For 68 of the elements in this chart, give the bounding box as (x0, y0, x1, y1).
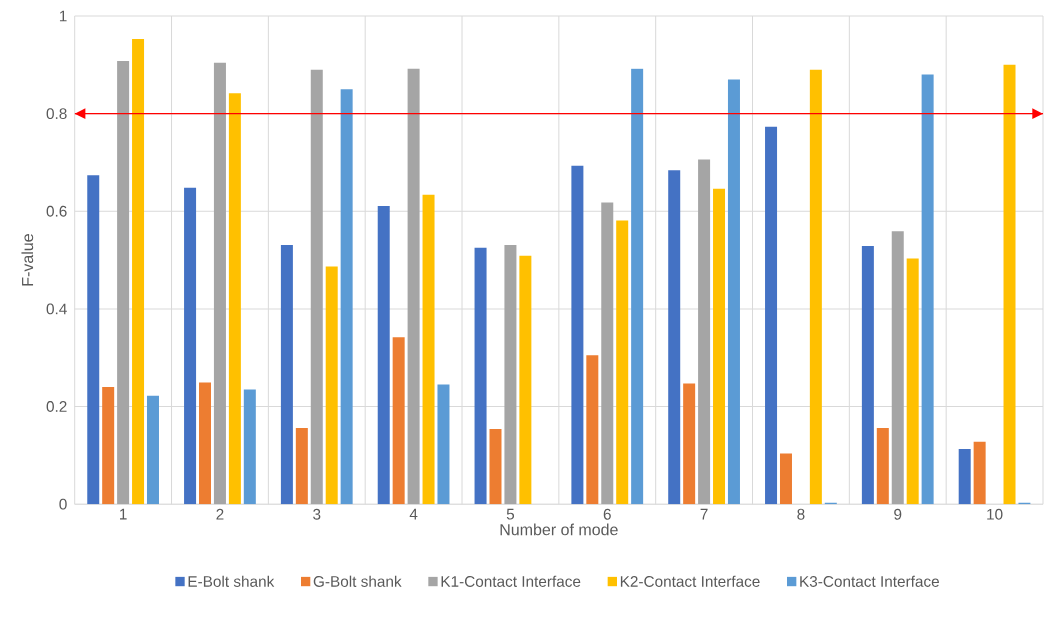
bar (861, 245, 874, 505)
bar (117, 60, 130, 505)
y-tick-label: 0.8 (46, 108, 67, 119)
x-tick-label: 7 (700, 508, 708, 520)
x-tick-label: 5 (506, 508, 515, 520)
bar (377, 205, 390, 505)
y-axis-title: F-value (21, 234, 34, 286)
bar (876, 427, 889, 505)
bar (519, 255, 532, 505)
bar (713, 188, 726, 505)
bar (132, 38, 145, 505)
bar (891, 231, 904, 505)
bar (102, 386, 115, 505)
bar (243, 389, 256, 505)
x-tick-label: 9 (894, 508, 902, 520)
bar (779, 453, 792, 505)
legend-label: K1-Contact Interface (441, 575, 581, 587)
x-tick-label: 4 (409, 508, 418, 520)
bar (422, 194, 435, 505)
bar (698, 159, 711, 505)
bar (146, 395, 159, 505)
x-tick-label: 2 (216, 508, 224, 520)
bar (310, 69, 323, 505)
bar (571, 165, 584, 505)
bar (809, 69, 822, 505)
bar (213, 62, 226, 505)
y-tick-label: 0 (59, 498, 67, 510)
y-tick-label: 0.4 (46, 303, 67, 315)
bar (504, 244, 517, 505)
bar (906, 258, 919, 505)
y-tick-label: 0.2 (46, 401, 67, 412)
bar (407, 68, 420, 505)
x-tick-label: 8 (797, 508, 805, 520)
bar (87, 175, 100, 505)
bar (631, 68, 644, 505)
bar (958, 448, 971, 505)
legend-label: E-Bolt shank (188, 575, 275, 587)
bar (616, 220, 629, 505)
legend-label: K2-Contact Interface (620, 575, 760, 587)
bar (683, 383, 696, 505)
bar (973, 441, 986, 505)
x-tick-label: 6 (603, 508, 611, 520)
x-tick-label: 10 (987, 508, 1003, 520)
x-tick-label: 3 (313, 508, 321, 520)
bar (1003, 64, 1016, 505)
bar (474, 247, 487, 505)
legend-label: G-Bolt shank (313, 575, 402, 587)
bar (199, 382, 212, 505)
bar (765, 126, 778, 505)
bar (668, 170, 681, 505)
bar (392, 337, 405, 505)
bar (325, 266, 338, 505)
bar (601, 202, 614, 505)
x-tick-label: 1 (120, 508, 127, 520)
bar (340, 89, 353, 505)
bar (437, 384, 450, 505)
bar (184, 187, 197, 505)
bar (586, 355, 599, 505)
bar (727, 79, 740, 505)
bar (921, 74, 934, 505)
x-axis-title: Number of mode (500, 523, 618, 536)
bar (489, 428, 502, 505)
bar (228, 93, 241, 505)
bar (295, 427, 308, 505)
y-tick-label: 0.6 (46, 205, 67, 217)
legend-label: K3-Contact Interface (800, 575, 939, 587)
bar (280, 244, 293, 505)
y-tick-label: 1 (59, 10, 67, 22)
